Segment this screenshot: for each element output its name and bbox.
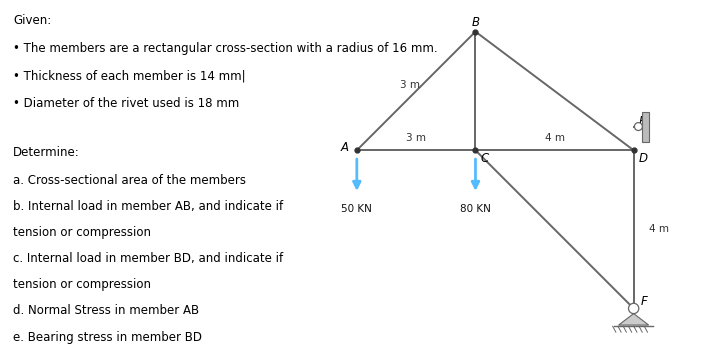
Text: C: C (480, 152, 488, 165)
Text: 3 m: 3 m (406, 133, 426, 143)
Text: 4 m: 4 m (545, 133, 565, 143)
Text: c. Internal load in member BD, and indicate if: c. Internal load in member BD, and indic… (14, 252, 283, 265)
Text: • Diameter of the rivet used is 18 mm: • Diameter of the rivet used is 18 mm (14, 97, 239, 110)
Text: b. Internal load in member AB, and indicate if: b. Internal load in member AB, and indic… (14, 200, 283, 213)
Text: tension or compression: tension or compression (14, 278, 151, 291)
Text: 80 KN: 80 KN (460, 204, 491, 214)
Text: A: A (340, 141, 348, 153)
Text: a. Cross-sectional area of the members: a. Cross-sectional area of the members (14, 174, 246, 187)
Polygon shape (642, 111, 649, 142)
Text: d. Normal Stress in member AB: d. Normal Stress in member AB (14, 304, 199, 317)
Text: Determine:: Determine: (14, 146, 80, 159)
Text: 4 m: 4 m (649, 224, 669, 234)
Text: B: B (471, 16, 479, 30)
Text: F: F (641, 295, 647, 308)
Text: tension or compression: tension or compression (14, 226, 151, 239)
Text: e. Bearing stress in member BD: e. Bearing stress in member BD (14, 331, 202, 343)
Circle shape (629, 303, 639, 314)
Polygon shape (619, 314, 649, 325)
Text: D: D (639, 152, 647, 165)
Text: • Thickness of each member is 14 mm|: • Thickness of each member is 14 mm| (14, 70, 246, 82)
Text: Given:: Given: (14, 14, 51, 27)
Text: E: E (639, 115, 646, 128)
Text: 50 KN: 50 KN (341, 204, 372, 214)
Circle shape (634, 122, 642, 130)
Text: • The members are a rectangular cross-section with a radius of 16 mm.: • The members are a rectangular cross-se… (14, 42, 438, 55)
Text: 3 m: 3 m (400, 80, 420, 90)
